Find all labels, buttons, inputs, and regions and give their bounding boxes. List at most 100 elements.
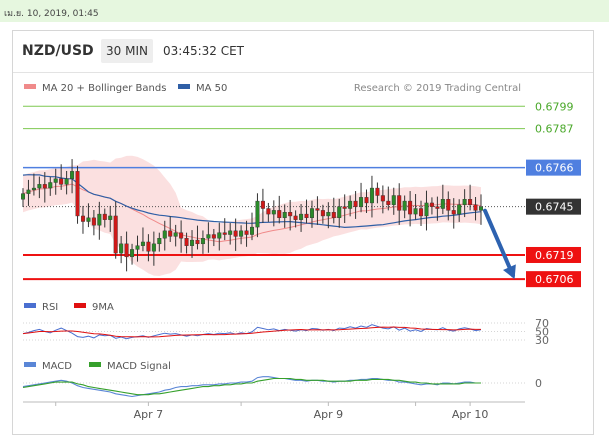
candle-body bbox=[468, 199, 473, 205]
candle-body bbox=[184, 238, 189, 246]
candlesticks bbox=[20, 159, 484, 272]
price-level-labels: 0.6799 0.6787 0.6766 0.6745 0.6719 0.6706 bbox=[526, 100, 581, 288]
candle-body bbox=[162, 230, 167, 239]
candle-body bbox=[233, 230, 238, 237]
candle-body bbox=[211, 234, 216, 239]
candle-body bbox=[217, 232, 222, 239]
candle-body bbox=[91, 217, 96, 226]
legend-swatch-ma20 bbox=[24, 84, 36, 89]
candle-body bbox=[391, 195, 396, 205]
candle-body bbox=[375, 187, 380, 196]
x-tick-label: Apr 9 bbox=[314, 408, 344, 421]
candle-body bbox=[353, 200, 358, 207]
forecast-arrow bbox=[483, 208, 516, 280]
timeframe-button[interactable]: 30 MIN bbox=[101, 39, 153, 63]
candle-body bbox=[80, 215, 85, 222]
price-chart: MA 20 + Bollinger Bands MA 50 Research ©… bbox=[20, 83, 581, 421]
support-label-4: 0.6719 bbox=[535, 249, 574, 262]
chart-time-label: 03:45:32 CET bbox=[163, 44, 244, 58]
last-price-label-bg bbox=[526, 198, 581, 215]
credit-label: Research © 2019 Trading Central bbox=[354, 83, 521, 94]
candle-body bbox=[168, 230, 173, 237]
rsi-tick-30: 30 bbox=[535, 334, 549, 347]
candle-body bbox=[331, 212, 336, 219]
candle-body bbox=[119, 243, 124, 254]
candle-body bbox=[402, 200, 407, 211]
candle-body bbox=[222, 232, 227, 235]
candle-body bbox=[364, 197, 369, 204]
candle-body bbox=[228, 230, 233, 235]
candle-body bbox=[397, 195, 402, 211]
candle-body bbox=[48, 182, 53, 189]
candle-body bbox=[135, 245, 140, 250]
top-status-bar: เม.ย. 10, 2019, 01:45 bbox=[0, 0, 609, 22]
candle-body bbox=[130, 249, 135, 258]
legend-label-macd: MACD bbox=[42, 361, 72, 372]
candle-body bbox=[157, 238, 162, 245]
candle-body bbox=[320, 210, 325, 217]
candle-body bbox=[337, 206, 342, 219]
candle-body bbox=[239, 230, 244, 237]
candle-body bbox=[326, 212, 331, 217]
candle-body bbox=[179, 232, 184, 239]
symbol-label: NZD/USD bbox=[22, 43, 94, 59]
datetime-label: เม.ย. 10, 2019, 01:45 bbox=[4, 9, 99, 19]
macd-panel: 0 bbox=[22, 376, 542, 398]
header-divider bbox=[13, 72, 593, 73]
candle-body bbox=[348, 200, 353, 209]
candle-body bbox=[315, 208, 320, 211]
legend-swatch-ma50 bbox=[178, 84, 190, 89]
candle-body bbox=[424, 202, 429, 217]
candle-body bbox=[113, 215, 118, 254]
legend-label-ma50: MA 50 bbox=[196, 83, 227, 94]
candle-body bbox=[359, 197, 364, 207]
candle-body bbox=[20, 193, 25, 200]
candle-body bbox=[429, 202, 434, 207]
macd-signal-line bbox=[22, 377, 481, 396]
legend-swatch-rsi bbox=[24, 303, 36, 308]
chart-card: NZD/USD 30 MIN 03:45:32 CET MA 20 + Boll… bbox=[12, 30, 594, 435]
candle-body bbox=[124, 243, 129, 258]
resistance-label-bg-2 bbox=[526, 159, 581, 176]
candle-body bbox=[293, 215, 298, 220]
candle-body bbox=[64, 178, 69, 185]
macd-tick-0: 0 bbox=[535, 377, 542, 390]
candle-body bbox=[386, 200, 391, 205]
candle-body bbox=[408, 200, 413, 215]
x-tick-label: Apr 7 bbox=[134, 408, 164, 421]
candle-body bbox=[173, 232, 178, 237]
candle-body bbox=[86, 217, 91, 222]
candle-body bbox=[440, 199, 445, 209]
candle-body bbox=[195, 239, 200, 245]
rsi-tick-70: 70 bbox=[535, 317, 549, 330]
candle-body bbox=[473, 204, 478, 211]
candle-body bbox=[282, 212, 287, 219]
candle-body bbox=[451, 210, 456, 215]
candle-body bbox=[309, 208, 314, 219]
forecast-arrow-head bbox=[503, 264, 516, 280]
candle-body bbox=[59, 178, 64, 185]
candle-body bbox=[53, 178, 58, 183]
candle-body bbox=[479, 206, 484, 211]
candle-body bbox=[380, 195, 385, 202]
support-label-bg-5 bbox=[526, 271, 581, 288]
candle-body bbox=[369, 187, 374, 204]
target-label-1: 0.6787 bbox=[535, 123, 574, 136]
candle-body bbox=[26, 189, 31, 194]
legend-swatch-9ma bbox=[74, 303, 86, 308]
candle-body bbox=[255, 200, 260, 228]
candle-body bbox=[435, 206, 440, 209]
candle-body bbox=[299, 213, 304, 220]
candle-body bbox=[75, 171, 80, 217]
candle-body bbox=[413, 208, 418, 215]
candle-body bbox=[277, 210, 282, 219]
support-label-bg-4 bbox=[526, 246, 581, 263]
candle-body bbox=[260, 200, 265, 209]
rsi-line bbox=[22, 324, 482, 340]
candle-body bbox=[266, 208, 271, 215]
target-label-0: 0.6799 bbox=[535, 100, 574, 113]
candle-body bbox=[462, 199, 467, 205]
candle-body bbox=[200, 238, 205, 245]
candle-body bbox=[271, 210, 276, 215]
